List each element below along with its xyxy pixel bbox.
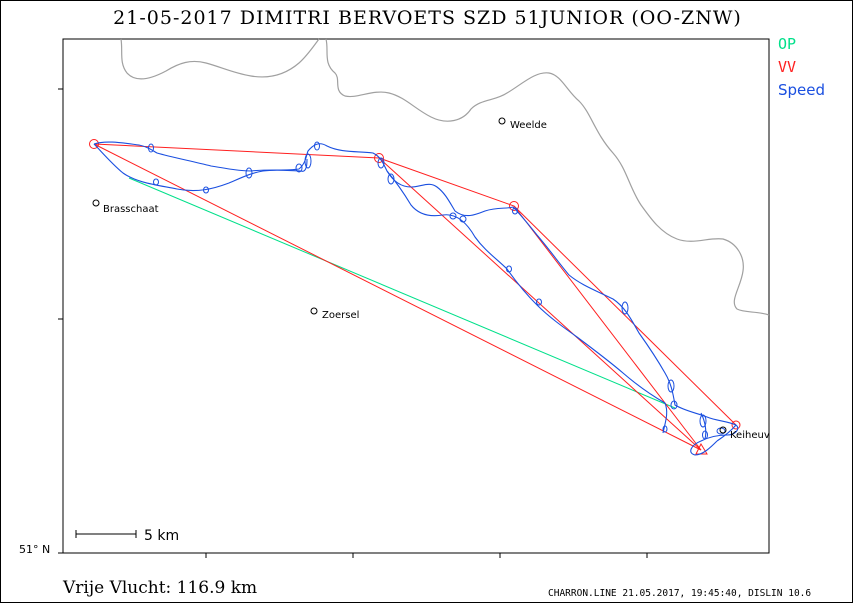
map-frame [62,38,770,554]
place-label-zoersel: Zoersel [322,310,359,321]
place-marker-weelde [498,117,506,125]
map-title: 21-05-2017 DIMITRI BERVOETS SZD 51JUNIOR… [113,7,742,29]
place-label-brasschaat: Brasschaat [103,204,159,215]
flight-track-return [93,143,308,192]
scale-label: 5 km [144,528,179,544]
flight-track-mid [386,170,666,404]
place-marker-brasschaat [92,199,100,207]
thermal-markers [148,141,726,440]
place-label-keiheuv: Keiheuv [730,430,770,441]
place-marker-keiheuv [719,426,727,434]
flight-distance: Vrije Vlucht: 116.9 km [63,578,258,598]
place-label-weelde: Weelde [510,120,547,131]
places: Weelde Brasschaat Zoersel Keiheuv [92,117,770,441]
footer-info: CHARRON.LINE 21.05.2017, 19:45:40, DISLI… [548,588,812,599]
borders [120,38,770,316]
scale-bar: 5 km [75,528,179,544]
latitude-label: 51° N [19,543,51,556]
axis-ticks [58,88,648,558]
legend-op: OP [778,35,797,53]
place-marker-zoersel [310,307,318,315]
legend-speed: Speed [778,81,826,99]
op-line [128,177,676,409]
vv-lines [89,139,741,455]
legend-vv: VV [778,58,797,76]
